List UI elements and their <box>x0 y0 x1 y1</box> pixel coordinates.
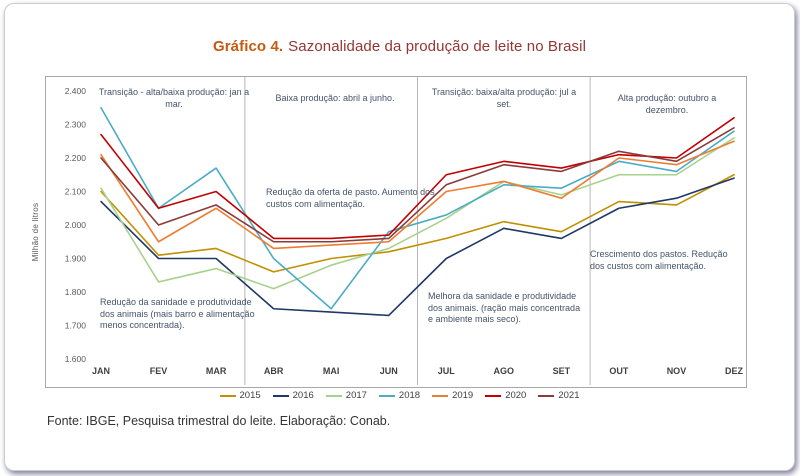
annotation-q2-top: Baixa produção: abril a junho. <box>275 93 395 103</box>
chart-legend: 2015 2016 2017 2018 2019 2020 2021 <box>5 390 794 401</box>
legend-label-2015: 2015 <box>239 390 261 401</box>
chart-title: Gráfico 4. Sazonalidade da produção de le… <box>5 38 794 55</box>
plot-area: Milhão de litros 2.400 2.300 2.200 2.100 2.0… <box>31 76 747 388</box>
y-tick-label: 1.800 <box>65 287 87 297</box>
legend-swatch-2019 <box>432 394 449 397</box>
legend-item-2019: 2019 <box>432 390 473 401</box>
legend-item-2018: 2018 <box>378 390 421 401</box>
legend-item-2020: 2020 <box>485 390 526 401</box>
legend-item-2017: 2017 <box>325 390 367 401</box>
y-tick-label: 2.000 <box>65 220 87 230</box>
series-line-2020 <box>100 116 735 240</box>
annotation-q2-mid: Redução da oferta de pasto. Aumento dos … <box>266 187 435 209</box>
annotation-q3-bottom: Melhora da sanidade e produtividade dos … <box>428 291 581 325</box>
chart-title-prefix: Gráfico 4. <box>212 38 284 55</box>
annotation-q4-top: Alta produção: outubro a dezembro. <box>617 93 717 115</box>
series-line-2018 <box>100 106 735 310</box>
legend-swatch-2018 <box>378 394 395 397</box>
legend-label-2021: 2021 <box>558 390 580 401</box>
legend-swatch-2016 <box>272 394 289 397</box>
legend-label-2020: 2020 <box>505 390 527 401</box>
legend-item-2016: 2016 <box>272 390 314 401</box>
x-tick-label: SET <box>553 366 571 376</box>
annotation-q1-bottom: Redução da sanidade e produtividade dos … <box>100 297 255 331</box>
legend-item-2015: 2015 <box>219 390 261 401</box>
series-line-2017 <box>100 137 735 290</box>
legend-label-2016: 2016 <box>292 390 314 401</box>
x-tick-label: NOV <box>667 366 687 376</box>
x-tick-label: JUL <box>438 366 456 376</box>
y-tick-label: 2.100 <box>65 187 87 197</box>
series-line-2016 <box>100 177 735 317</box>
chart-title-text: Sazonalidade da produção de leite no Bra… <box>288 38 587 55</box>
legend-swatch-2015 <box>219 394 236 397</box>
x-tick-label: MAR <box>206 366 227 376</box>
y-tick-label: 1.600 <box>65 354 87 364</box>
x-tick-label: DEZ <box>725 366 744 376</box>
legend-swatch-2017 <box>325 394 342 397</box>
chart-card: Gráfico 4. Sazonalidade da produção de le… <box>4 3 795 471</box>
series-line-2019 <box>100 140 735 250</box>
y-tick-label: 2.200 <box>65 153 87 163</box>
series-line-2021 <box>100 127 735 243</box>
x-tick-label: ABR <box>264 366 284 376</box>
y-tick-label: 1.900 <box>65 254 87 264</box>
x-tick-label: AGO <box>494 366 515 376</box>
chart-svg: 2.400 2.300 2.200 2.100 2.000 1.900 1.800 1.700… <box>65 77 744 385</box>
legend-swatch-2021 <box>538 394 555 397</box>
legend-swatch-2020 <box>485 394 502 397</box>
y-axis-label: Milhão de litros <box>31 202 40 262</box>
x-tick-label: FEV <box>150 366 168 376</box>
legend-label-2019: 2019 <box>452 390 474 401</box>
x-tick-label: OUT <box>609 366 629 376</box>
source-note: Fonte: IBGE, Pesquisa trimestral do leit… <box>47 414 391 428</box>
legend-item-2021: 2021 <box>538 390 579 401</box>
legend-label-2017: 2017 <box>345 390 367 401</box>
y-tick-label: 2.400 <box>65 86 87 96</box>
y-tick-label: 1.700 <box>65 321 87 331</box>
annotation-q4-mid: Crescimento dos pastos. Redução dos cust… <box>590 249 728 271</box>
x-tick-label: MAI <box>323 366 340 376</box>
y-tick-label: 2.300 <box>65 120 87 130</box>
x-tick-label: JAN <box>92 366 110 376</box>
series-line-2015 <box>100 173 735 273</box>
annotation-q1-top: Transição - alta/baixa produção: jan a m… <box>98 87 250 109</box>
legend-label-2018: 2018 <box>398 390 421 401</box>
x-tick-label: JUN <box>380 366 398 376</box>
annotation-q3-top: Transição: baixa/alta produção: jul a se… <box>431 87 577 109</box>
